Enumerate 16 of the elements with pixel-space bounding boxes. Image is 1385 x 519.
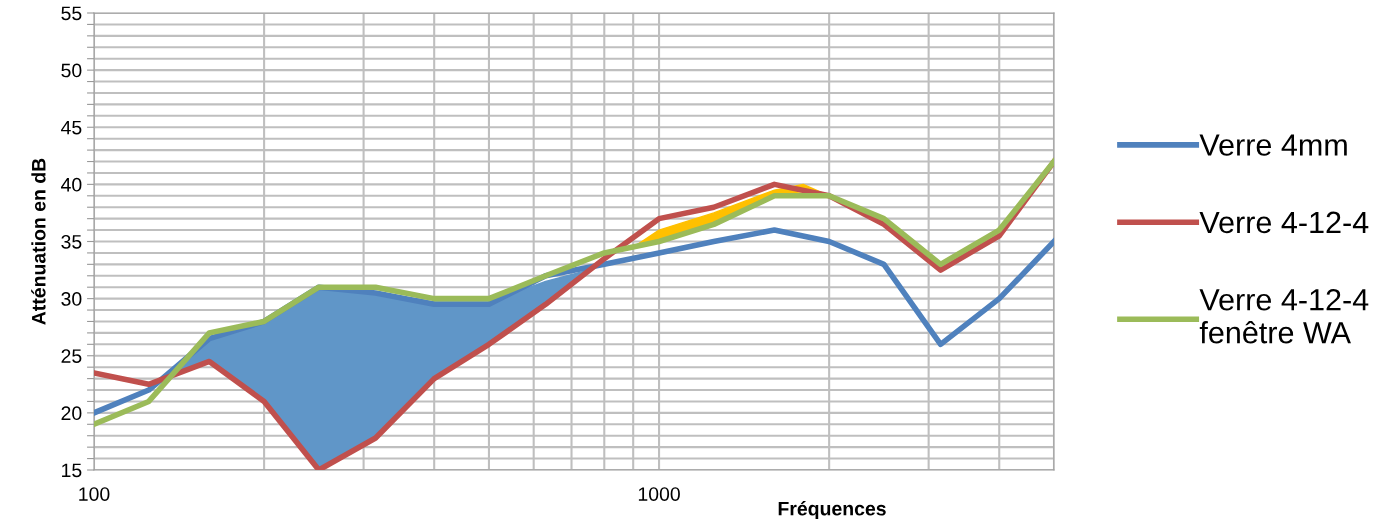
y-axis-title: Atténuation en dB	[31, 158, 46, 325]
y-tick-label: 25	[61, 349, 82, 363]
y-tick-label: 40	[61, 177, 82, 192]
x-tick-label: 1000	[638, 487, 680, 501]
y-tick-label: 15	[62, 463, 82, 478]
x-tick-label: 100	[79, 487, 110, 501]
legend-label: Verre 4mm	[1199, 134, 1347, 156]
y-tick-label: 35	[61, 234, 82, 249]
legend-label: Verre 4-12-4 fenêtre WA	[1199, 288, 1369, 344]
x-axis-title: Fréquences	[778, 501, 886, 519]
y-tick-label: 20	[61, 406, 82, 421]
legend-label: Verre 4-12-4	[1199, 211, 1369, 234]
y-tick-label: 50	[61, 63, 82, 78]
y-tick-label: 45	[61, 120, 82, 135]
y-tick-label: 55	[61, 6, 82, 21]
y-tick-label: 30	[61, 292, 82, 306]
